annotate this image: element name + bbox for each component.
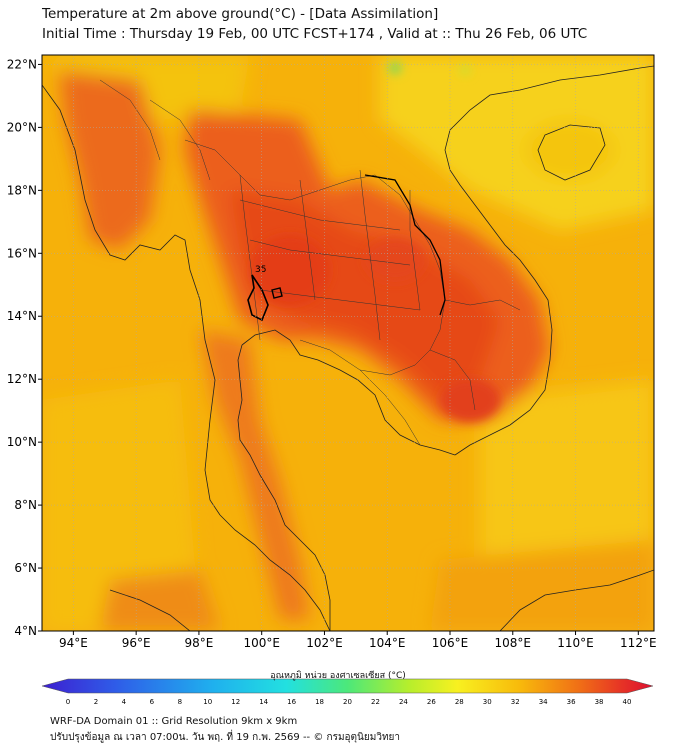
longitude-labels: 94°E 96°E 98°E 100°E 102°E 104°E 106°E 108°E 110… — [59, 631, 657, 650]
colorbar-tick-label: 20 — [343, 698, 352, 706]
lon-label: 104°E — [369, 636, 406, 650]
colorbar-tick-label: 2 — [94, 698, 98, 706]
colorbar-tick-label: 16 — [287, 698, 296, 706]
footer-line1: WRF-DA Domain 01 :: Grid Resolution 9km … — [50, 716, 298, 727]
map-subtitle: Initial Time : Thursday 19 Feb, 00 UTC F… — [42, 26, 588, 42]
colorbar-tick-label: 12 — [231, 698, 240, 706]
lat-label: 12°N — [7, 372, 37, 386]
footer-line2: ปรับปรุงข้อมูล ณ เวลา 07:00น. วัน พฤ. ที… — [50, 732, 401, 743]
colorbar: 0 2 4 6 8 10 12 14 16 18 20 22 24 26 28 30 32 34 36 38 40 — [41, 678, 654, 706]
lat-label: 6°N — [14, 561, 37, 575]
lon-label: 112°E — [620, 636, 657, 650]
colorbar-tick-label: 34 — [539, 698, 548, 706]
lon-label: 108°E — [495, 636, 532, 650]
colorbar-tick-label: 22 — [371, 698, 380, 706]
map-frame — [41, 54, 655, 632]
colorbar-tick-label: 0 — [66, 698, 70, 706]
colorbar-tick-label: 10 — [203, 698, 212, 706]
colorbar-gradient — [41, 678, 654, 694]
lat-label: 18°N — [7, 183, 37, 197]
colorbar-tick-label: 36 — [567, 698, 576, 706]
latitude-labels: 22°N 20°N 18°N 16°N 14°N 12°N 10°N 8°N 6°N 4°N — [7, 57, 42, 638]
lon-label: 106°E — [432, 636, 469, 650]
contour-label: 35 — [255, 265, 266, 275]
lat-label: 16°N — [7, 246, 37, 260]
colorbar-tick-label: 28 — [455, 698, 464, 706]
lat-label: 4°N — [14, 624, 37, 638]
lon-label: 94°E — [59, 636, 88, 650]
map-title: Temperature at 2m above ground(°C) - [Da… — [42, 6, 439, 22]
lon-label: 98°E — [184, 636, 213, 650]
colorbar-tick-label: 6 — [150, 698, 155, 706]
colorbar-tick-label: 8 — [178, 698, 182, 706]
lat-label: 10°N — [7, 435, 37, 449]
lat-label: 20°N — [7, 120, 37, 134]
temperature-field — [42, 55, 654, 631]
colorbar-tick-label: 4 — [122, 698, 127, 706]
colorbar-tick-label: 40 — [623, 698, 632, 706]
gridlines — [42, 55, 654, 632]
coastlines — [42, 65, 654, 631]
colorbar-tick-label: 32 — [511, 698, 520, 706]
lon-label: 96°E — [122, 636, 151, 650]
colorbar-tick-label: 30 — [483, 698, 492, 706]
contour-35: 35 — [247, 174, 446, 322]
lat-label: 8°N — [14, 498, 37, 512]
colorbar-tick-label: 26 — [427, 698, 436, 706]
lat-label: 14°N — [7, 309, 37, 323]
colorbar-ticks: 0 2 4 6 8 10 12 14 16 18 20 22 24 26 28 30 32 34 36 38 40 — [66, 698, 632, 706]
colorbar-tick-label: 14 — [259, 698, 268, 706]
colorbar-tick-label: 24 — [399, 698, 408, 706]
colorbar-tick-label: 38 — [595, 698, 604, 706]
colorbar-tick-label: 18 — [315, 698, 324, 706]
lon-label: 100°E — [243, 636, 280, 650]
lon-label: 110°E — [557, 636, 594, 650]
lon-label: 102°E — [306, 636, 343, 650]
colorbar-label: อุณหภูมิ หน่วย องศาเซลเซียส (°C) — [270, 671, 406, 681]
lat-label: 22°N — [7, 57, 37, 71]
